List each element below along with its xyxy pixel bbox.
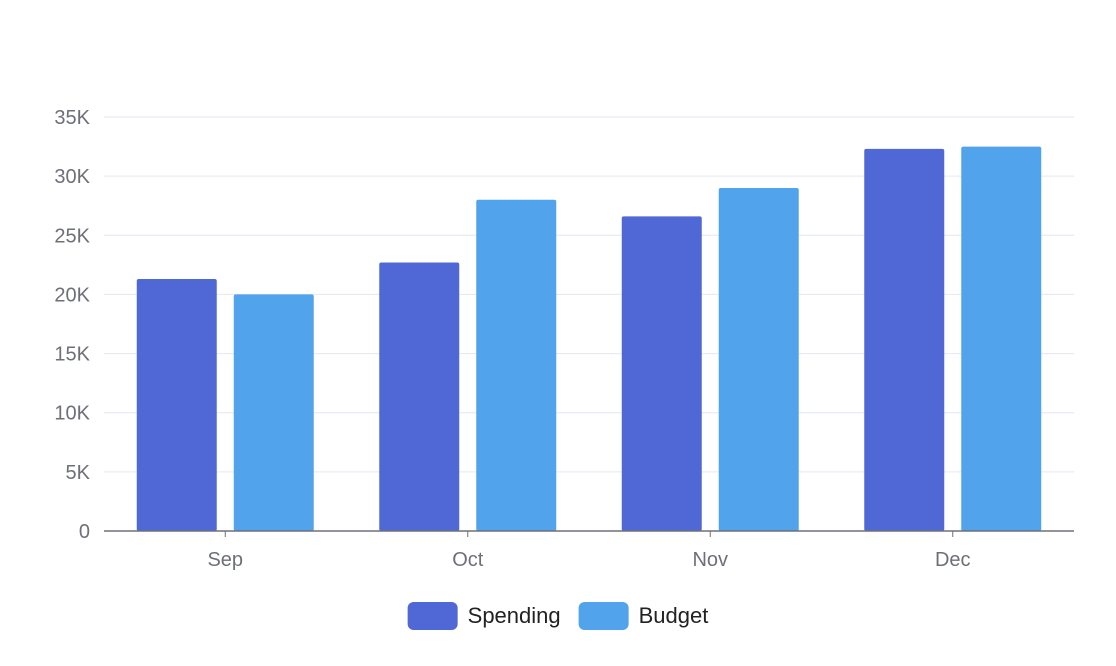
legend-swatch xyxy=(578,602,629,630)
legend-item-budget[interactable]: Budget xyxy=(578,602,709,630)
y-tick-label: 5K xyxy=(66,462,91,484)
bar-spending-nov[interactable] xyxy=(621,216,702,532)
x-axis-ticks: Sep Oct Nov Dec xyxy=(207,549,970,571)
x-tick-label: Dec xyxy=(935,549,971,571)
legend-item-spending[interactable]: Spending xyxy=(407,602,561,630)
bar-budget-dec[interactable] xyxy=(961,146,1042,532)
x-tick-label: Nov xyxy=(692,549,728,571)
y-tick-label: 35K xyxy=(54,107,90,129)
y-tick-label: 30K xyxy=(54,166,90,188)
y-tick-label: 25K xyxy=(54,225,90,247)
bars xyxy=(136,146,1042,532)
axes xyxy=(104,530,1074,537)
y-tick-label: 0 xyxy=(79,521,90,543)
legend-label: Budget xyxy=(639,603,709,628)
legend-label: Spending xyxy=(468,603,561,628)
bar-spending-oct[interactable] xyxy=(379,262,460,531)
x-tick-label: Oct xyxy=(452,549,484,571)
bar-spending-dec[interactable] xyxy=(864,148,945,532)
legend-swatch xyxy=(407,602,458,630)
legend: Spending Budget xyxy=(407,602,709,630)
y-axis-ticks: 0 5K 10K 15K 20K 25K 30K 35K xyxy=(54,107,90,543)
y-tick-label: 10K xyxy=(54,403,90,425)
x-tick-label: Sep xyxy=(207,549,243,571)
y-tick-label: 20K xyxy=(54,284,90,306)
y-tick-label: 15K xyxy=(54,344,90,366)
bar-budget-oct[interactable] xyxy=(476,199,557,532)
bar-budget-nov[interactable] xyxy=(718,187,799,531)
bar-spending-sep[interactable] xyxy=(136,279,217,531)
bar-budget-sep[interactable] xyxy=(233,294,314,531)
